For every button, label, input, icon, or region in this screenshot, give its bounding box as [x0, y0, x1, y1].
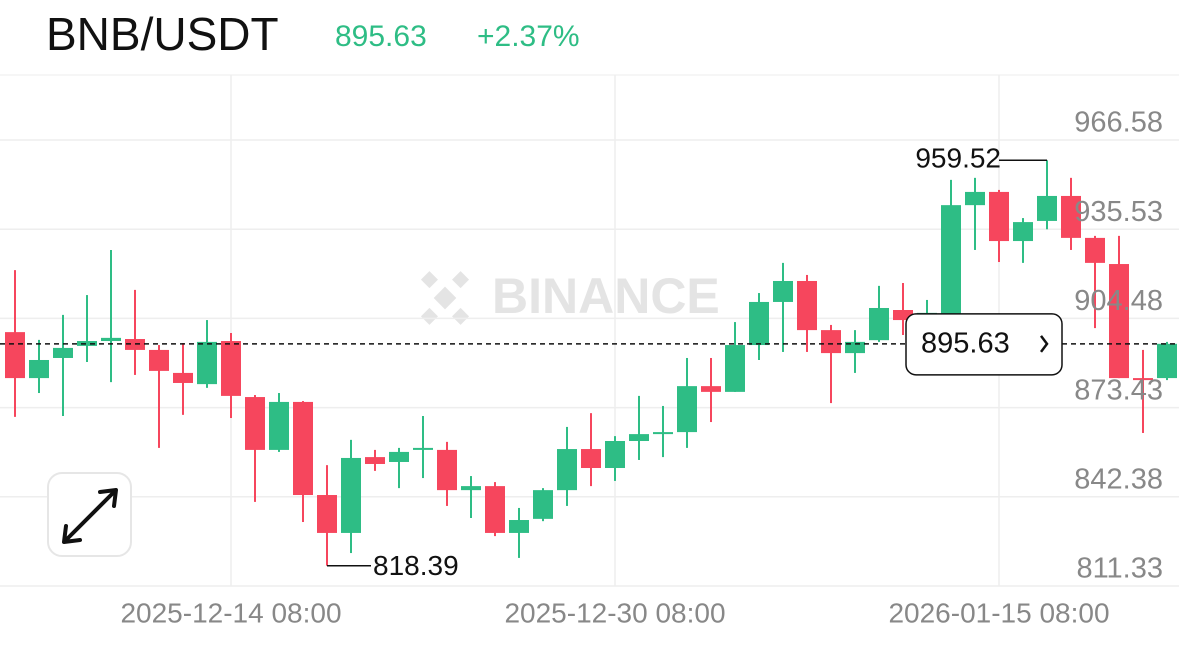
- candle-body: [1085, 237, 1105, 263]
- candle-body: [821, 330, 841, 354]
- x-tick-label: 2025-12-30 08:00: [504, 597, 725, 628]
- x-tick-label: 2025-12-14 08:00: [120, 597, 341, 628]
- candle-body: [749, 301, 769, 346]
- candle-body: [533, 490, 553, 519]
- candle-body: [1061, 195, 1081, 238]
- watermark-text: BINANCE: [492, 268, 720, 324]
- candle-body: [1133, 378, 1153, 381]
- candle-body: [29, 359, 49, 379]
- candle-body: [53, 347, 73, 358]
- candle-body: [557, 449, 577, 491]
- candle-body: [893, 310, 913, 321]
- expand-button[interactable]: [47, 472, 132, 557]
- watermark: BINANCE: [420, 268, 720, 325]
- x-tick-label: 2026-01-15 08:00: [888, 597, 1109, 628]
- candle-body: [341, 457, 361, 533]
- candle-body: [197, 341, 217, 385]
- price: 895.63: [335, 20, 427, 53]
- last-price-tag[interactable]: 895.63: [905, 313, 1063, 376]
- tag-price: 895.63: [921, 327, 1010, 359]
- candle-body: [389, 451, 409, 462]
- candle-body: [797, 280, 817, 331]
- candle-body: [149, 349, 169, 371]
- candle-body: [989, 191, 1009, 242]
- candle-body: [101, 337, 121, 342]
- change: +2.37%: [477, 20, 580, 53]
- y-tick-label: 904.48: [1074, 285, 1163, 317]
- candle-body: [629, 434, 649, 442]
- candle-body: [773, 280, 793, 302]
- candle-body: [221, 341, 241, 396]
- candle-body: [269, 401, 289, 450]
- candle-body: [317, 495, 337, 533]
- y-tick-label: 873.43: [1074, 374, 1163, 406]
- candle-body: [869, 307, 889, 341]
- candle-body: [1109, 264, 1129, 379]
- candle-body: [701, 386, 721, 392]
- y-tick-label: 935.53: [1074, 196, 1163, 228]
- candle-body: [461, 486, 481, 491]
- candle-body: [293, 401, 313, 496]
- low-label: 818.39: [373, 550, 459, 581]
- candle-body: [1037, 195, 1057, 221]
- y-tick-label: 811.33: [1076, 553, 1163, 585]
- candle-body: [1013, 222, 1033, 242]
- candle-body: [725, 345, 745, 392]
- candle-body: [605, 441, 625, 469]
- candle-body: [677, 386, 697, 433]
- candle-body: [941, 205, 961, 315]
- candle-body: [437, 449, 457, 491]
- candle-body: [5, 332, 25, 379]
- candle-body: [173, 372, 193, 383]
- candle-body: [485, 486, 505, 533]
- y-tick-label: 966.58: [1074, 107, 1163, 139]
- high-label: 959.52: [915, 143, 1001, 174]
- plot: 2025-12-14 08:00 2025-12-30 08:00 2026-01-…: [0, 75, 1179, 628]
- candle-body: [1157, 343, 1177, 379]
- candle-body: [509, 520, 529, 533]
- candle-body: [245, 397, 265, 450]
- candle-body: [845, 341, 865, 354]
- tag-chevron: [1040, 335, 1049, 353]
- candle-body: [965, 191, 985, 206]
- candle-body: [365, 457, 385, 464]
- candle-body: [413, 447, 433, 450]
- candle-body: [653, 432, 673, 435]
- candle-body: [77, 341, 97, 346]
- tag-box: [905, 313, 1063, 376]
- y-tick-label: 842.38: [1074, 463, 1163, 495]
- pair-title: BNB/USDT: [46, 8, 279, 60]
- candle-body: [581, 449, 601, 469]
